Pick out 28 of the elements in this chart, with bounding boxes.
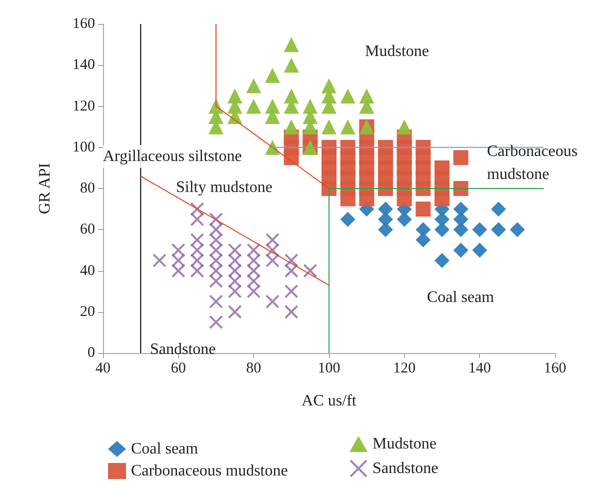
annotation: Coal seam [427, 289, 495, 306]
y-tick-label: 120 [72, 98, 95, 114]
annotation: Carbonaceous mudstone [487, 143, 578, 183]
x-tick-label: 120 [393, 360, 416, 376]
legend-label: Sandstone [372, 460, 438, 477]
x-tick-label: 60 [170, 360, 186, 376]
annotation: Silty mudstone [176, 179, 272, 196]
y-tick-label: 20 [80, 304, 95, 320]
legend-label: Coal seam [131, 440, 199, 458]
x-tick-label: 160 [544, 360, 566, 376]
x-tick-label: 100 [318, 360, 340, 376]
legend-label: Mudstone [372, 436, 436, 452]
y-tick-label: 60 [80, 222, 95, 238]
annotation: Mudstone [365, 43, 429, 60]
y-axis-title: GR API [36, 162, 54, 214]
y-tick-label: 140 [72, 57, 95, 74]
y-tick-label: 80 [80, 180, 95, 196]
annotation: Sandstone [150, 341, 216, 358]
y-tick-label: 0 [88, 345, 95, 361]
x-tick-label: 80 [246, 360, 262, 376]
legend-label: Carbonaceous mudstone [131, 462, 288, 480]
x-tick-label: 40 [96, 360, 110, 376]
x-axis-title: AC us/ft [302, 392, 357, 410]
y-tick-label: 160 [72, 16, 95, 32]
y-tick-label: 100 [72, 139, 95, 156]
y-tick-label: 40 [80, 262, 95, 279]
annotation: Argillaceous siltstone [103, 148, 242, 165]
x-tick-label: 140 [468, 360, 491, 376]
